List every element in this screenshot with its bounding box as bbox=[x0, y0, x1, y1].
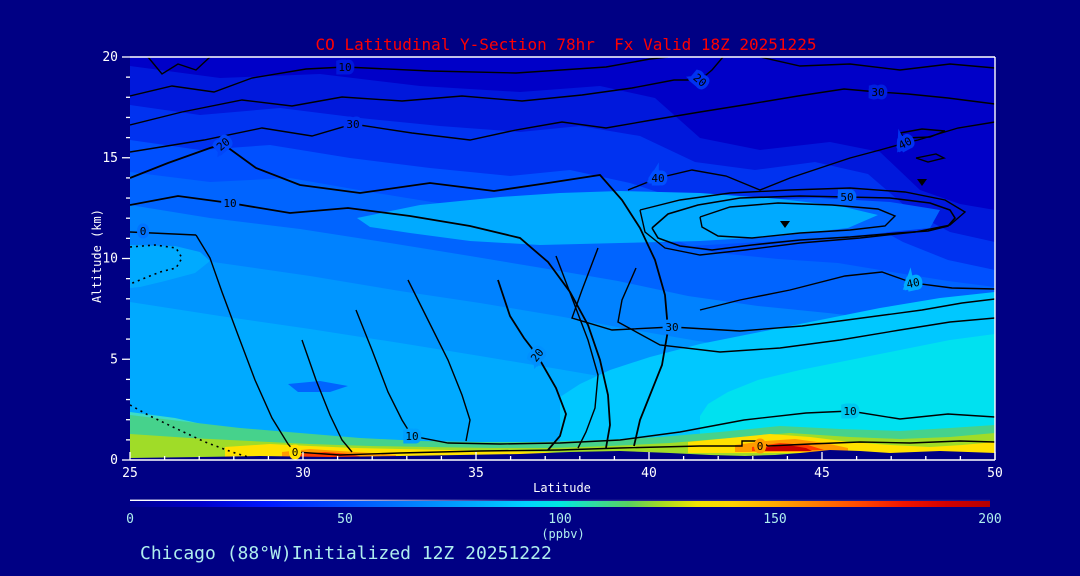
contour-line bbox=[555, 255, 599, 449]
colorbar: 0 50 100 150 200 bbox=[126, 499, 1002, 527]
fill-patch bbox=[357, 191, 878, 245]
contour-label: 10 bbox=[843, 405, 856, 418]
colorbar-tick-label: 0 bbox=[126, 512, 134, 527]
contour-label: 30 bbox=[871, 86, 884, 99]
y-tick-label: 5 bbox=[110, 352, 118, 367]
contour-line bbox=[617, 267, 995, 353]
y-axis-label: Altitude (km) bbox=[90, 209, 104, 303]
x-tick-label: 40 bbox=[641, 466, 657, 481]
contour-label: 10 bbox=[405, 430, 418, 443]
contour-label: 30 bbox=[665, 321, 678, 334]
x-tick-label: 30 bbox=[295, 466, 311, 481]
contour-line bbox=[195, 234, 995, 456]
contour-line bbox=[497, 279, 567, 451]
contour-line bbox=[130, 57, 724, 126]
x-tick-label: 45 bbox=[814, 466, 830, 481]
contour-label: 10 bbox=[223, 197, 236, 210]
contour-line bbox=[130, 88, 995, 153]
contour-line bbox=[699, 271, 995, 311]
contour-label: 40 bbox=[651, 172, 664, 185]
contour-line bbox=[699, 202, 897, 239]
contour-label: 0 bbox=[292, 446, 299, 459]
contour-line bbox=[407, 279, 471, 442]
contour-line bbox=[915, 153, 947, 163]
terrain-mask bbox=[130, 450, 995, 460]
colorbar-units-label: (ppbv) bbox=[541, 527, 585, 541]
surface-fill-patch bbox=[762, 445, 812, 451]
contour-line bbox=[130, 404, 249, 458]
contour-line bbox=[301, 339, 353, 453]
contour-line bbox=[759, 57, 995, 71]
x-tick-label: 50 bbox=[987, 466, 1003, 481]
contour-line bbox=[130, 57, 669, 97]
y-tick-label: 0 bbox=[110, 453, 118, 468]
colorbar-tick-label: 150 bbox=[763, 512, 786, 527]
contour-line bbox=[130, 231, 197, 236]
axes-frame: 25 30 35 40 45 50 0 5 10 15 20 bbox=[102, 50, 1002, 481]
contour-line bbox=[651, 195, 956, 251]
contour-label: 0 bbox=[140, 225, 147, 238]
contour-label: 10 bbox=[338, 61, 351, 74]
x-tick-label: 35 bbox=[468, 466, 484, 481]
plot-title: CO Latitudinal Y-Section 78hr Fx Valid 1… bbox=[315, 35, 817, 54]
x-axis-label: Latitude bbox=[533, 481, 591, 495]
contour-line bbox=[355, 309, 995, 445]
y-tick-label: 20 bbox=[102, 50, 118, 65]
y-tick-label: 10 bbox=[102, 252, 118, 267]
contour-label: 0 bbox=[757, 440, 764, 453]
colorbar-tick-label: 200 bbox=[978, 512, 1001, 527]
extremum-marker bbox=[917, 179, 927, 186]
contour-label: 40 bbox=[905, 276, 921, 291]
colorbar-tick-label: 50 bbox=[337, 512, 353, 527]
colorbar-tick-label: 100 bbox=[548, 512, 571, 527]
contour-label: 30 bbox=[346, 118, 359, 131]
init-annotation: Chicago (88°W)Initialized 12Z 20251222 bbox=[140, 543, 552, 564]
x-tick-label: 25 bbox=[122, 466, 138, 481]
contour-line bbox=[130, 195, 611, 449]
colorbar-gradient bbox=[130, 501, 990, 507]
colorbar-top-line bbox=[130, 499, 990, 501]
fill-patch bbox=[130, 245, 210, 288]
y-tick-label: 15 bbox=[102, 151, 118, 166]
contour-line bbox=[147, 57, 211, 75]
contour-line bbox=[639, 187, 967, 256]
contour-label: 50 bbox=[840, 191, 853, 204]
contour-line bbox=[130, 143, 669, 447]
contour-line bbox=[627, 121, 995, 191]
extremum-marker bbox=[780, 221, 790, 228]
